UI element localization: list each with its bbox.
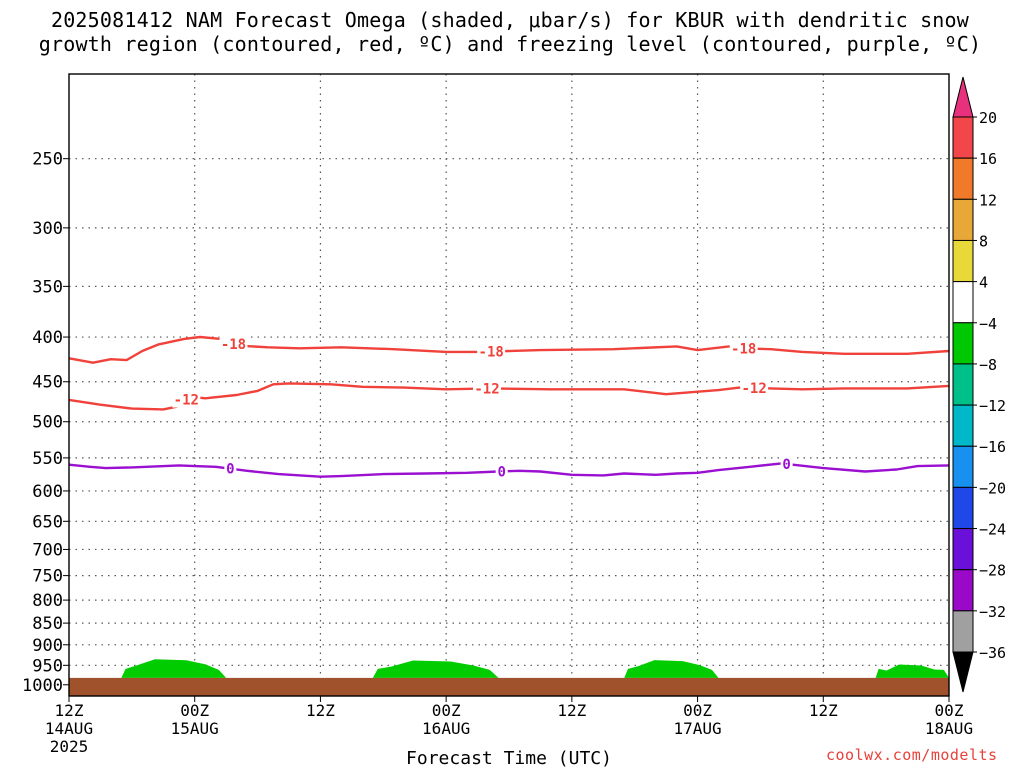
contour-label: 0 — [497, 464, 505, 480]
source-credit[interactable]: coolwx.com/modelts — [826, 746, 998, 764]
contour-label: 0 — [782, 457, 790, 473]
y-tick-label: 550 — [32, 449, 63, 469]
colorbar-label: 12 — [979, 191, 997, 209]
title-line-2: growth region (contoured, red, ºC) and f… — [38, 32, 982, 56]
y-tick-label: 350 — [32, 277, 63, 297]
x-tick-label: 12Z — [55, 701, 84, 720]
y-tick-label: 850 — [32, 614, 63, 634]
x-tick-label: 2025 — [50, 737, 89, 756]
y-tick-label: 650 — [32, 512, 63, 532]
x-tick-label: 14AUG — [45, 719, 93, 738]
surface-terrain — [69, 677, 949, 696]
contour-label-bg — [477, 343, 506, 360]
x-tick-label: 12Z — [306, 701, 335, 720]
plot-frame — [68, 73, 950, 697]
y-tick-label: 800 — [32, 591, 63, 611]
omega-shaded-region — [372, 660, 499, 678]
contour-line-minus12 — [68, 382, 950, 411]
colorbar-box — [952, 610, 974, 653]
y-tick-label: 400 — [32, 328, 63, 348]
colorbar-box — [952, 445, 974, 488]
colorbar-box — [952, 322, 974, 365]
y-tick-label: 750 — [32, 567, 63, 587]
x-tick-label: 12Z — [809, 701, 838, 720]
colorbar-label: −36 — [979, 644, 1006, 662]
x-tick-label: 00Z — [432, 701, 461, 720]
x-tick-label: 16AUG — [422, 719, 470, 738]
x-tick-label: 00Z — [935, 701, 964, 720]
colorbar-bottom-triangle — [952, 651, 974, 693]
colorbar-box — [952, 157, 974, 200]
colorbar-label: −8 — [979, 356, 997, 374]
colorbar-box — [952, 486, 974, 530]
omega-shaded-region — [875, 664, 949, 678]
colorbar-top-triangle — [952, 76, 974, 118]
colorbar-box — [952, 281, 974, 324]
colorbar-label: −4 — [979, 315, 997, 333]
colorbar-box — [952, 239, 974, 283]
colorbar-label: −16 — [979, 438, 1006, 456]
omega-shaded-region — [624, 660, 719, 678]
colorbar-box — [952, 198, 974, 241]
contour-label: -18 — [221, 337, 246, 353]
colorbar-label: −20 — [979, 479, 1006, 497]
y-tick-label: 300 — [32, 219, 63, 239]
colorbar-label: −32 — [979, 603, 1006, 621]
chart-title: 2025081412 NAM Forecast Omega (shaded, μ… — [0, 8, 1020, 56]
x-tick-label: 15AUG — [171, 719, 219, 738]
x-tick-label: 00Z — [180, 701, 209, 720]
y-tick-label: 450 — [32, 373, 63, 393]
y-tick-label: 1000 — [22, 676, 63, 696]
colorbar-label: 8 — [979, 232, 988, 250]
contour-line-0 — [68, 462, 950, 478]
colorbar-box — [952, 363, 974, 406]
contour-label-bg — [473, 380, 501, 397]
contour-label-bg — [224, 460, 237, 477]
y-tick-label: 500 — [32, 413, 63, 433]
colorbar-box — [952, 569, 974, 612]
y-tick-label: 950 — [32, 656, 63, 676]
omega-shaded-region — [121, 659, 227, 678]
contour-label-bg — [740, 379, 769, 396]
contour-label: -18 — [479, 345, 504, 361]
colorbar-label: 4 — [979, 274, 988, 292]
contour-label-bg — [495, 463, 508, 480]
x-tick-label: 18AUG — [925, 719, 973, 738]
colorbar-label: −24 — [979, 521, 1006, 539]
contour-label: 0 — [226, 462, 234, 478]
y-tick-label: 700 — [32, 540, 63, 560]
y-tick-label: 900 — [32, 636, 63, 656]
title-line-1: 2025081412 NAM Forecast Omega (shaded, μ… — [50, 8, 970, 32]
contour-label-bg — [780, 455, 793, 472]
colorbar-label: 16 — [979, 150, 997, 168]
contour-label-bg — [172, 391, 201, 408]
colorbar-box — [952, 528, 974, 571]
colorbar-label: 20 — [979, 109, 997, 127]
x-tick-label: 17AUG — [673, 719, 721, 738]
y-tick-label: 250 — [32, 150, 63, 170]
contour-label: -12 — [174, 393, 199, 409]
contour-label: -12 — [741, 381, 766, 397]
x-tick-label: 00Z — [683, 701, 712, 720]
contour-label: -18 — [731, 341, 756, 357]
contour-label: -12 — [474, 381, 499, 397]
colorbar-box — [952, 404, 974, 447]
colorbar-label: −28 — [979, 562, 1006, 580]
contour-label-bg — [219, 336, 248, 353]
contour-line-minus18 — [68, 335, 950, 364]
y-tick-label: 600 — [32, 482, 63, 502]
colorbar-label: −12 — [979, 397, 1006, 415]
x-tick-label: 12Z — [557, 701, 586, 720]
contour-label-bg — [729, 340, 758, 357]
colorbar-box — [952, 116, 974, 159]
x-axis-label: Forecast Time (UTC) — [406, 748, 612, 768]
